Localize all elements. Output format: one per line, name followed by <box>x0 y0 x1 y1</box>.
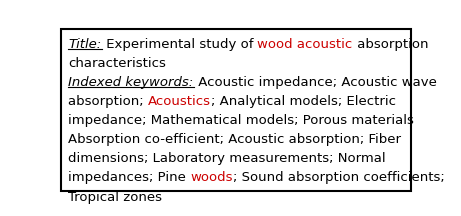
Text: ; Sound absorption coefficients;: ; Sound absorption coefficients; <box>233 172 445 184</box>
FancyBboxPatch shape <box>61 29 411 191</box>
Text: dimensions; Laboratory measurements; Normal: dimensions; Laboratory measurements; Nor… <box>68 152 386 165</box>
Text: impedances; Pine: impedances; Pine <box>68 172 190 184</box>
Text: Title:: Title: <box>68 38 101 51</box>
Text: Acoustic impedance; Acoustic wave: Acoustic impedance; Acoustic wave <box>194 76 437 89</box>
Text: Experimental study of: Experimental study of <box>101 38 257 51</box>
Text: Absorption co-efficient; Acoustic absorption; Fiber: Absorption co-efficient; Acoustic absorp… <box>68 133 402 146</box>
Text: Indexed keywords:: Indexed keywords: <box>68 76 194 89</box>
Text: absorption: absorption <box>353 38 428 51</box>
Text: woods: woods <box>190 172 233 184</box>
Text: Acoustics: Acoustics <box>148 95 211 108</box>
Text: ; Analytical models; Electric: ; Analytical models; Electric <box>211 95 396 108</box>
Text: wood acoustic: wood acoustic <box>257 38 353 51</box>
Text: impedance; Mathematical models; Porous materials: impedance; Mathematical models; Porous m… <box>68 114 414 127</box>
Text: Tropical zones: Tropical zones <box>68 191 162 203</box>
Text: absorption;: absorption; <box>68 95 148 108</box>
Text: characteristics: characteristics <box>68 57 166 70</box>
